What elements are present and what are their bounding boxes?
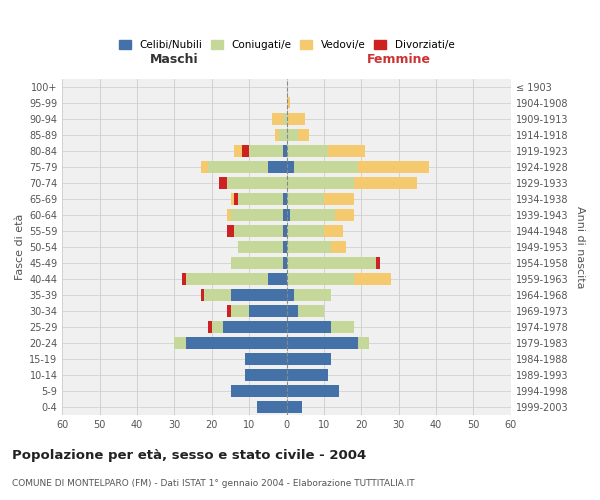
Bar xyxy=(257,402,287,413)
Bar xyxy=(234,193,238,204)
Bar xyxy=(230,305,249,317)
Legend: Celibi/Nubili, Coniugati/e, Vedovi/e, Divorziati/e: Celibi/Nubili, Coniugati/e, Vedovi/e, Di… xyxy=(116,37,458,54)
Bar xyxy=(245,370,287,381)
Bar xyxy=(376,257,380,268)
Bar xyxy=(205,289,230,300)
Bar xyxy=(283,257,287,268)
Bar xyxy=(208,322,212,333)
Bar xyxy=(272,113,283,124)
Bar xyxy=(287,370,328,381)
Bar xyxy=(227,209,230,220)
Bar xyxy=(331,241,346,252)
Bar xyxy=(283,145,287,156)
Bar xyxy=(238,193,283,204)
Text: Maschi: Maschi xyxy=(150,53,199,66)
Bar xyxy=(298,305,324,317)
Bar xyxy=(200,289,205,300)
Bar xyxy=(220,177,227,188)
Bar xyxy=(358,161,428,172)
Bar xyxy=(354,273,391,284)
Bar xyxy=(249,145,283,156)
Text: Popolazione per età, sesso e stato civile - 2004: Popolazione per età, sesso e stato civil… xyxy=(12,450,366,462)
Bar xyxy=(287,97,290,108)
Bar xyxy=(208,161,268,172)
Bar xyxy=(324,193,354,204)
Bar xyxy=(212,322,223,333)
Bar xyxy=(200,161,208,172)
Y-axis label: Fasce di età: Fasce di età xyxy=(15,214,25,280)
Bar xyxy=(358,338,369,349)
Bar xyxy=(223,322,287,333)
Bar xyxy=(249,305,287,317)
Bar xyxy=(354,177,418,188)
Bar xyxy=(242,145,249,156)
Bar xyxy=(230,193,234,204)
Bar xyxy=(185,338,287,349)
Bar xyxy=(268,161,287,172)
Bar xyxy=(287,257,376,268)
Bar xyxy=(328,145,365,156)
Bar xyxy=(287,161,294,172)
Bar xyxy=(287,113,305,124)
Bar xyxy=(283,113,287,124)
Bar xyxy=(175,338,185,349)
Bar xyxy=(227,305,230,317)
Bar xyxy=(294,289,331,300)
Bar xyxy=(287,386,339,397)
Bar xyxy=(324,225,343,236)
Bar xyxy=(238,241,283,252)
Bar xyxy=(287,129,298,140)
Bar xyxy=(185,273,268,284)
Bar xyxy=(234,225,283,236)
Bar xyxy=(335,209,354,220)
Bar xyxy=(298,129,309,140)
Bar xyxy=(287,193,324,204)
Bar xyxy=(287,354,331,365)
Bar xyxy=(287,177,354,188)
Bar xyxy=(230,209,283,220)
Bar xyxy=(287,209,290,220)
Bar xyxy=(283,209,287,220)
Bar xyxy=(234,145,242,156)
Bar xyxy=(287,338,358,349)
Bar xyxy=(290,209,335,220)
Bar xyxy=(227,225,234,236)
Bar xyxy=(287,289,294,300)
Y-axis label: Anni di nascita: Anni di nascita xyxy=(575,206,585,288)
Bar xyxy=(287,241,331,252)
Bar xyxy=(287,305,298,317)
Bar xyxy=(268,273,287,284)
Text: COMUNE DI MONTELPARO (FM) - Dati ISTAT 1° gennaio 2004 - Elaborazione TUTTITALIA: COMUNE DI MONTELPARO (FM) - Dati ISTAT 1… xyxy=(12,478,415,488)
Bar xyxy=(287,225,324,236)
Bar xyxy=(287,145,328,156)
Bar xyxy=(331,322,354,333)
Bar xyxy=(294,161,358,172)
Text: Femmine: Femmine xyxy=(367,53,431,66)
Bar xyxy=(230,289,287,300)
Bar xyxy=(283,241,287,252)
Bar xyxy=(287,273,354,284)
Bar xyxy=(283,225,287,236)
Bar xyxy=(245,354,287,365)
Bar xyxy=(287,322,331,333)
Bar xyxy=(230,257,283,268)
Bar xyxy=(287,402,302,413)
Bar xyxy=(283,193,287,204)
Bar xyxy=(279,129,287,140)
Bar xyxy=(230,386,287,397)
Bar xyxy=(275,129,279,140)
Bar xyxy=(182,273,185,284)
Bar xyxy=(227,177,287,188)
